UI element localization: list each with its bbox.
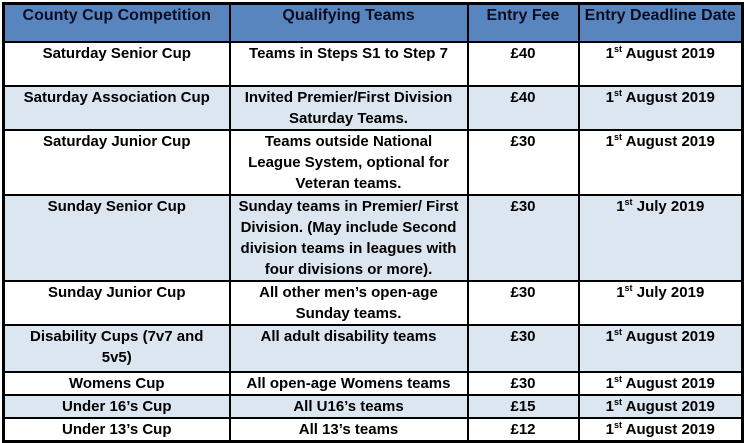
table-row: Womens Cup All open-age Womens teams £30… [2,370,744,396]
cell-deadline: 1st July 2019 [577,193,744,282]
deadline-rest: August 2019 [625,420,715,438]
deadline-rest: August 2019 [625,327,715,345]
header-entry-deadline-date: Entry Deadline Date [577,2,744,43]
cell-deadline: 1st August 2019 [577,393,744,419]
cell-qualifying: All U16’s teams [228,393,469,419]
cell-competition: Sunday Junior Cup [2,279,231,326]
deadline-ordinal: st [614,43,623,54]
cell-deadline: 1st August 2019 [577,416,744,442]
deadline-day: 1 [616,283,625,301]
cell-qualifying: All 13’s teams [228,416,469,442]
cell-qualifying: Invited Premier/First Division Saturday … [228,84,469,131]
cell-fee: £30 [466,323,580,373]
cell-deadline: 1st August 2019 [577,323,744,373]
header-county-cup-competition: County Cup Competition [2,2,231,43]
deadline-day: 1 [616,197,625,215]
deadline-rest: August 2019 [625,88,715,106]
deadline-ordinal: st [624,196,633,207]
deadline-day: 1 [605,397,614,415]
table-row: Saturday Association Cup Invited Premier… [2,84,744,131]
table-row: Saturday Junior Cup Teams outside Nation… [2,128,744,196]
cell-qualifying: Teams in Steps S1 to Step 7 [228,40,469,87]
cell-qualifying: All other men’s open-age Sunday teams. [228,279,469,326]
cell-qualifying: Sunday teams in Premier/ First Division.… [228,193,469,282]
deadline-day: 1 [605,374,614,392]
cell-fee: £15 [466,393,580,419]
cell-fee: £30 [466,279,580,326]
table-row: Disability Cups (7v7 and 5v5) All adult … [2,323,744,373]
header-entry-fee: Entry Fee [466,2,580,43]
deadline-ordinal: st [614,396,623,407]
cell-fee: £12 [466,416,580,442]
cell-competition: Saturday Senior Cup [2,40,231,87]
table-row: Sunday Senior Cup Sunday teams in Premie… [2,193,744,282]
deadline-rest: July 2019 [636,283,705,301]
table-row: Sunday Junior Cup All other men’s open-a… [2,279,744,326]
cell-deadline: 1st August 2019 [577,84,744,131]
cell-qualifying: All open-age Womens teams [228,370,469,396]
cell-competition: Disability Cups (7v7 and 5v5) [2,323,231,373]
header-qualifying-teams: Qualifying Teams [228,2,469,43]
deadline-day: 1 [605,44,614,62]
deadline-ordinal: st [614,419,623,430]
deadline-ordinal: st [614,326,623,337]
table-row: Under 13’s Cup All 13’s teams £12 1st Au… [2,416,744,442]
table-row: Saturday Senior Cup Teams in Steps S1 to… [2,40,744,87]
deadline-day: 1 [605,327,614,345]
cell-qualifying: All adult disability teams [228,323,469,373]
cell-fee: £30 [466,193,580,282]
deadline-rest: August 2019 [625,132,715,150]
table-row: Under 16’s Cup All U16’s teams £15 1st A… [2,393,744,419]
cell-competition: Womens Cup [2,370,231,396]
cell-fee: £40 [466,84,580,131]
deadline-ordinal: st [614,87,623,98]
cell-fee: £40 [466,40,580,87]
table-header-row: County Cup Competition Qualifying Teams … [2,2,744,43]
deadline-ordinal: st [624,282,633,293]
cell-competition: Saturday Association Cup [2,84,231,131]
cell-qualifying: Teams outside National League System, op… [228,128,469,196]
deadline-rest: August 2019 [625,44,715,62]
deadline-ordinal: st [614,373,623,384]
cell-competition: Sunday Senior Cup [2,193,231,282]
cell-deadline: 1st August 2019 [577,128,744,196]
deadline-ordinal: st [614,131,623,142]
cell-deadline: 1st August 2019 [577,370,744,396]
deadline-day: 1 [605,88,614,106]
deadline-rest: August 2019 [625,374,715,392]
cell-deadline: 1st August 2019 [577,40,744,87]
deadline-day: 1 [605,420,614,438]
cell-competition: Under 13’s Cup [2,416,231,442]
cell-competition: Saturday Junior Cup [2,128,231,196]
cell-fee: £30 [466,370,580,396]
cell-deadline: 1st July 2019 [577,279,744,326]
cell-competition: Under 16’s Cup [2,393,231,419]
deadline-rest: August 2019 [625,397,715,415]
deadline-rest: July 2019 [636,197,705,215]
deadline-day: 1 [605,132,614,150]
cell-fee: £30 [466,128,580,196]
